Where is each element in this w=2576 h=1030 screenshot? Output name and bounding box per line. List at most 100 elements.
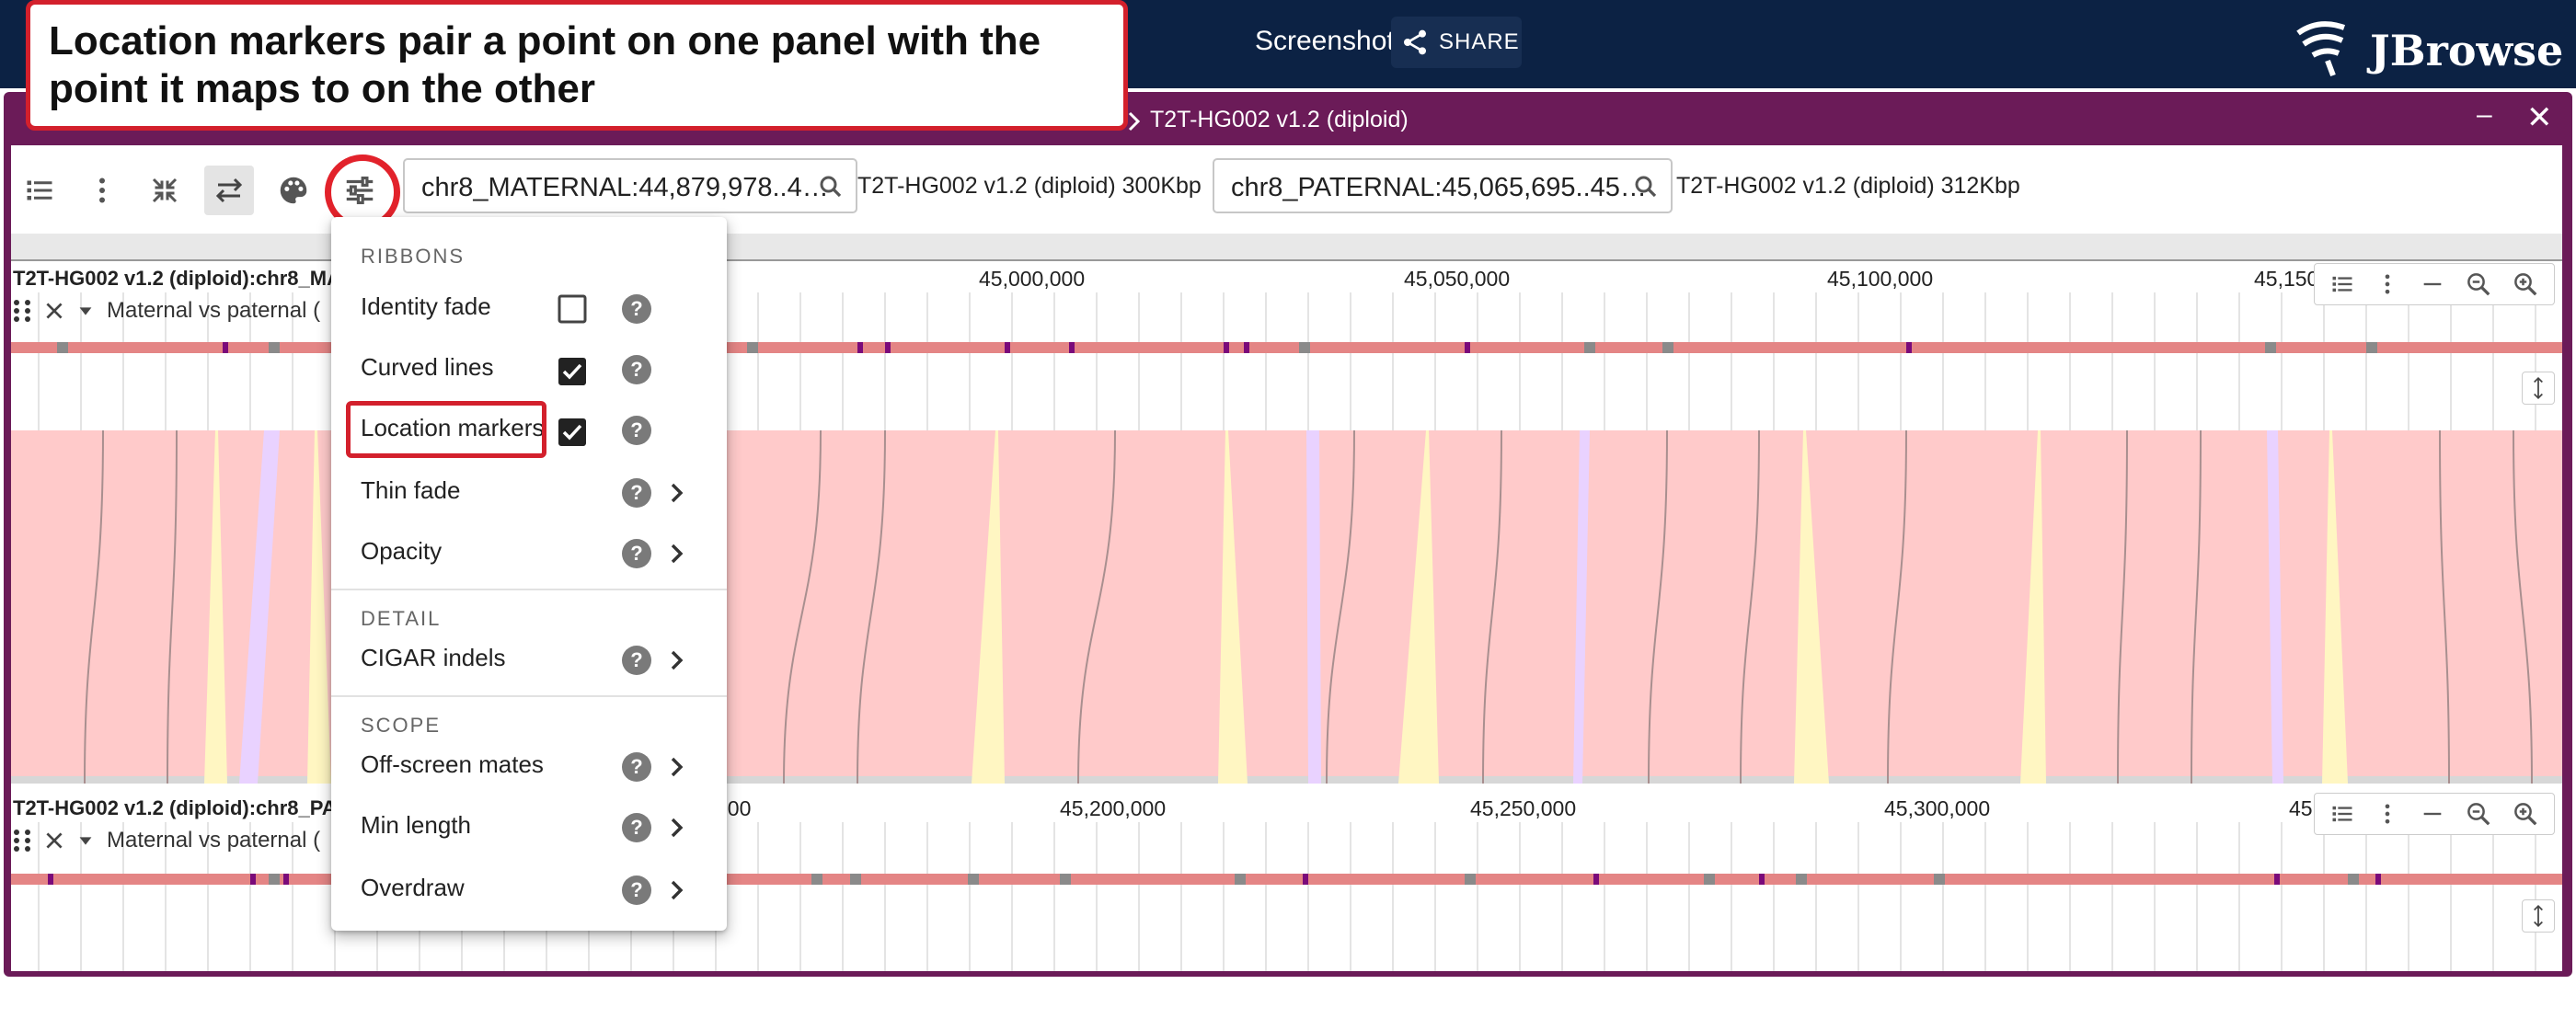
display-settings-menu: RIBBONS Identity fade ? Curved lines ? L… xyxy=(331,217,727,931)
minus-icon[interactable] xyxy=(2420,271,2445,297)
gap-marker xyxy=(968,874,979,885)
view-menu-button[interactable] xyxy=(77,166,127,215)
chevron-right-icon xyxy=(1128,111,1141,132)
curved-lines-checkbox-checked[interactable] xyxy=(558,357,587,386)
ruler-tick-label: 45,300,000 xyxy=(1884,796,1991,820)
share-label: SHARE xyxy=(1439,29,1520,54)
identity-fade-checkbox[interactable] xyxy=(558,294,587,324)
maternal-location-input[interactable]: chr8_MATERNAL:44,879,978..4… xyxy=(403,158,857,213)
ruler-tick-label: 45,250,000 xyxy=(1470,796,1577,820)
color-palette-button[interactable] xyxy=(269,166,318,215)
indel-marker xyxy=(283,874,289,885)
callout-line-2: point it maps to on the other xyxy=(49,66,595,111)
paternal-track-label[interactable]: Maternal vs paternal ( xyxy=(11,822,320,859)
screenshot-label: Screenshot xyxy=(1255,26,1395,56)
indel-marker xyxy=(1244,342,1249,353)
help-icon[interactable]: ? xyxy=(622,355,651,384)
menu-item-location-markers[interactable]: Location markers xyxy=(361,414,545,441)
zoom-out-icon[interactable] xyxy=(2465,270,2492,298)
swap-panels-button[interactable] xyxy=(204,166,254,215)
indel-marker xyxy=(223,342,228,353)
panel-controls xyxy=(2314,263,2555,305)
menu-item-min-length[interactable]: Min length xyxy=(361,811,471,839)
help-icon[interactable]: ? xyxy=(622,646,651,675)
track-name: Maternal vs paternal ( xyxy=(107,828,321,853)
help-icon[interactable]: ? xyxy=(622,876,651,905)
ruler-tick-label: 45, xyxy=(2289,796,2318,820)
chevron-right-icon xyxy=(671,650,684,670)
list-icon[interactable] xyxy=(2329,801,2355,827)
gap-marker xyxy=(811,874,822,885)
help-icon[interactable]: ? xyxy=(622,478,651,508)
gap-marker xyxy=(2366,342,2377,353)
track-selector-button[interactable] xyxy=(15,166,64,215)
gap-marker xyxy=(1060,874,1071,885)
help-icon[interactable]: ? xyxy=(622,539,651,568)
more-vertical-icon[interactable] xyxy=(2375,801,2400,827)
caret-down-icon[interactable] xyxy=(75,830,96,851)
gap-marker xyxy=(1299,342,1310,353)
more-vertical-icon[interactable] xyxy=(2375,271,2400,297)
help-icon[interactable]: ? xyxy=(622,294,651,324)
menu-item-overdraw[interactable]: Overdraw xyxy=(361,874,465,901)
gap-marker xyxy=(850,874,861,885)
indel-marker xyxy=(885,342,891,353)
track-name: Maternal vs paternal ( xyxy=(107,298,321,323)
indel-marker xyxy=(2375,874,2381,885)
gap-marker xyxy=(269,342,280,353)
maternal-panel-title: T2T-HG002 v1.2 (diploid):chr8_MAT xyxy=(13,267,352,290)
share-button[interactable]: SHARE xyxy=(1391,17,1522,68)
view-title[interactable]: T2T-HG002 v1.2 (diploid) xyxy=(1150,107,1409,132)
share-icon xyxy=(1404,29,1426,55)
resize-handle[interactable] xyxy=(2522,372,2555,405)
location-markers-checkbox-checked[interactable] xyxy=(558,418,587,447)
gap-marker xyxy=(1235,874,1246,885)
menu-item-thin-fade[interactable]: Thin fade xyxy=(361,476,461,504)
list-icon[interactable] xyxy=(2329,271,2355,297)
zoom-out-icon[interactable] xyxy=(2465,800,2492,828)
zoom-in-icon[interactable] xyxy=(2512,270,2539,298)
indel-marker xyxy=(1759,874,1765,885)
menu-item-cigar-indels[interactable]: CIGAR indels xyxy=(361,644,506,671)
ruler-tick-label: 45,200,000 xyxy=(1060,796,1167,820)
help-icon[interactable]: ? xyxy=(622,416,651,445)
chevron-right-icon xyxy=(671,483,684,503)
more-vertical-icon xyxy=(99,177,105,203)
menu-item-opacity[interactable]: Opacity xyxy=(361,537,443,565)
zoom-in-icon[interactable] xyxy=(2512,800,2539,828)
close-track-icon[interactable] xyxy=(42,829,66,853)
menu-item-curved-lines[interactable]: Curved lines xyxy=(361,353,494,381)
menu-item-identity-fade[interactable]: Identity fade xyxy=(361,292,491,320)
maternal-track-label[interactable]: Maternal vs paternal ( xyxy=(11,292,320,329)
indel-marker xyxy=(1069,342,1075,353)
indel-marker xyxy=(250,874,256,885)
indel-marker xyxy=(1906,342,1912,353)
help-icon[interactable]: ? xyxy=(622,752,651,782)
gap-marker xyxy=(2265,342,2276,353)
close-track-icon[interactable] xyxy=(42,299,66,323)
paternal-location-input[interactable]: chr8_PATERNAL:45,065,695..45… xyxy=(1213,158,1673,213)
caret-down-icon[interactable] xyxy=(75,301,96,321)
list-icon xyxy=(27,180,52,200)
chevron-right-icon xyxy=(671,880,684,900)
collapse-button[interactable] xyxy=(140,166,190,215)
gap-marker xyxy=(269,874,280,885)
indel-marker xyxy=(1465,342,1470,353)
indel-marker xyxy=(2274,874,2280,885)
indel-marker xyxy=(1005,342,1010,353)
swap-horizontal-icon xyxy=(215,177,243,203)
gap-marker xyxy=(2348,874,2359,885)
minimize-view-button[interactable]: – xyxy=(2477,99,2492,130)
help-icon[interactable]: ? xyxy=(622,813,651,842)
logo-text: JBrowse xyxy=(2370,26,2564,75)
resize-handle[interactable] xyxy=(2522,899,2555,933)
minus-icon[interactable] xyxy=(2420,801,2445,827)
drag-handle-icon[interactable] xyxy=(11,827,33,854)
gap-marker xyxy=(1796,874,1807,885)
menu-item-offscreen-mates[interactable]: Off-screen mates xyxy=(361,750,544,778)
menu-section-detail: DETAIL xyxy=(361,607,442,630)
menu-divider xyxy=(331,589,727,590)
maternal-assembly-label: T2T-HG002 v1.2 (diploid) 300Kbp xyxy=(857,173,1202,199)
close-view-button[interactable]: ✕ xyxy=(2526,100,2553,135)
drag-handle-icon[interactable] xyxy=(11,297,33,325)
